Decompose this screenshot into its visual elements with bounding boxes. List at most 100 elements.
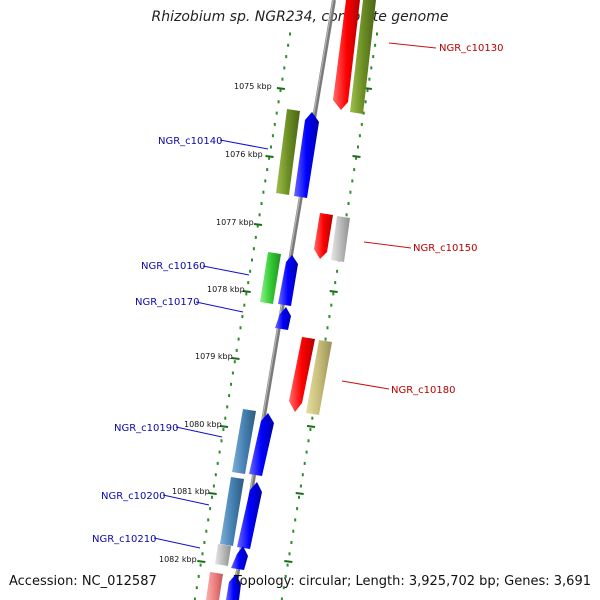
left-scale-track-dot xyxy=(279,89,282,92)
left-scale-track-dot xyxy=(214,473,217,477)
gene-red-reverse[interactable] xyxy=(289,337,315,412)
right-scale-track-dot xyxy=(296,507,299,511)
right-major-tick-2 xyxy=(352,155,361,158)
gene-label-NGR_c10160[interactable]: NGR_c10160 xyxy=(141,261,206,272)
left-scale-track-dot xyxy=(258,213,261,217)
right-scale-track-dot xyxy=(286,563,289,567)
gene-label-NGR_c10170[interactable]: NGR_c10170 xyxy=(135,297,200,308)
left-scale-track-dot xyxy=(231,371,234,375)
left-major-tick-4 xyxy=(242,290,251,293)
right-scale-track-dot xyxy=(290,541,293,544)
gene-steelblue-forward[interactable] xyxy=(232,409,256,474)
right-scale-track-dot xyxy=(345,213,348,217)
left-scale-track-dot xyxy=(197,574,200,578)
right-scale-track-dot xyxy=(303,461,306,465)
left-scale-track-dot xyxy=(281,77,284,81)
gene-labels: NGR_c10140 NGR_c10160 NGR_c10170 NGR_c10… xyxy=(92,43,504,545)
right-major-tick-4 xyxy=(329,290,338,293)
right-scale-track-dot xyxy=(358,134,361,138)
tick-label-1080: 1080 kbp xyxy=(184,420,222,429)
left-scale-track-dot xyxy=(220,439,223,443)
right-scale-track-dot xyxy=(280,597,283,600)
gene-label-NGR_c10180[interactable]: NGR_c10180 xyxy=(391,385,456,396)
tick-label-1075: 1075 kbp xyxy=(234,82,272,91)
left-scale-track-dot xyxy=(233,360,236,364)
right-scale-track-dot xyxy=(376,32,378,36)
right-scale-track-dot xyxy=(370,66,373,70)
gene-label-NGR_c10200[interactable]: NGR_c10200 xyxy=(101,491,166,502)
gene-label-NGR_c10210[interactable]: NGR_c10210 xyxy=(92,534,157,545)
left-scale-track-dot xyxy=(285,55,288,59)
right-scale-track-dot xyxy=(355,156,358,160)
gene-blue-forward[interactable] xyxy=(231,546,248,570)
genes-forward xyxy=(206,109,319,600)
genes-reverse xyxy=(289,0,376,415)
left-scale-track-dot xyxy=(216,461,219,465)
gene-blue-forward[interactable] xyxy=(226,574,241,600)
left-scale-track-dot xyxy=(256,224,259,228)
left-scale-track-dot xyxy=(237,337,240,341)
gene-blue-forward[interactable] xyxy=(237,482,262,549)
gene-blue-forward[interactable] xyxy=(294,112,319,198)
left-scale-track-dot xyxy=(245,292,248,296)
right-scale-track-dot xyxy=(305,450,308,454)
gene-khaki-reverse[interactable] xyxy=(306,340,332,415)
gene-red-reverse[interactable] xyxy=(333,0,360,110)
left-scale-track-dot xyxy=(266,168,269,172)
gene-steelblue-forward[interactable] xyxy=(220,477,244,546)
left-scale-track-dot xyxy=(224,416,227,420)
left-scale-track-dot xyxy=(230,382,232,386)
right-scale-track-dot xyxy=(362,111,365,115)
left-scale-track-dot xyxy=(193,597,196,600)
right-scale-track-dot xyxy=(368,77,371,81)
left-major-tick-3 xyxy=(253,223,263,226)
left-scale-track-dot xyxy=(271,134,274,138)
left-scale-track-dot xyxy=(249,269,252,273)
right-scale-track-dot xyxy=(326,326,329,330)
gene-label-NGR_c10190[interactable]: NGR_c10190 xyxy=(114,423,179,434)
accession-text: Accession: NC_012587 xyxy=(9,574,157,589)
left-scale-track-dot xyxy=(239,326,242,330)
left-scale-track-dot xyxy=(218,450,221,454)
gene-blue-forward[interactable] xyxy=(249,413,274,476)
left-scale-track-dot xyxy=(260,202,263,205)
left-major-tick-8 xyxy=(197,560,206,563)
gene-blue-forward[interactable] xyxy=(278,255,298,306)
right-scale-track-dot xyxy=(298,495,300,499)
tick-label-1078: 1078 kbp xyxy=(207,285,245,294)
gene-blue-forward[interactable] xyxy=(275,307,291,330)
gene-green-forward[interactable] xyxy=(260,252,281,304)
left-scale-track-dot xyxy=(287,43,290,47)
gene-grey-reverse[interactable] xyxy=(331,216,350,262)
left-scale-track-dot xyxy=(289,32,291,36)
right-scale-track-dot xyxy=(336,269,339,273)
right-scale-track-dot xyxy=(364,100,367,104)
gene-label-NGR_c10140[interactable]: NGR_c10140 xyxy=(158,136,223,147)
right-scale-track-dot xyxy=(366,89,369,92)
left-scale-track-dot xyxy=(222,428,225,431)
tick-label-1076: 1076 kbp xyxy=(225,150,263,159)
right-major-tick-6 xyxy=(306,425,316,428)
left-scale-track-dot xyxy=(203,541,206,544)
gene-olive-forward[interactable] xyxy=(276,109,300,195)
left-scale-track-dot xyxy=(235,348,238,352)
left-scale-track-dot xyxy=(211,495,213,499)
gene-grey-forward[interactable] xyxy=(215,544,231,566)
gene-label-NGR_c10150[interactable]: NGR_c10150 xyxy=(413,243,478,254)
gene-label-NGR_c10130[interactable]: NGR_c10130 xyxy=(439,43,504,54)
right-scale-track-dot xyxy=(288,552,291,556)
gene-red-reverse[interactable] xyxy=(314,213,333,259)
right-major-tick-8 xyxy=(284,560,293,563)
right-scale-track-dot xyxy=(324,337,327,341)
left-scale-track-dot xyxy=(205,529,208,533)
right-scale-track-dot xyxy=(353,168,356,172)
right-scale-track-dot xyxy=(374,43,377,47)
gene-pink-forward[interactable] xyxy=(206,572,223,600)
left-scale-track-dot xyxy=(212,484,215,488)
gene-olive-reverse[interactable] xyxy=(350,0,376,114)
left-scale-track-dot xyxy=(262,190,265,194)
tick-label-1081: 1081 kbp xyxy=(172,487,210,496)
right-scale-track-dot xyxy=(282,586,285,590)
right-scale-track-dot xyxy=(299,484,302,488)
